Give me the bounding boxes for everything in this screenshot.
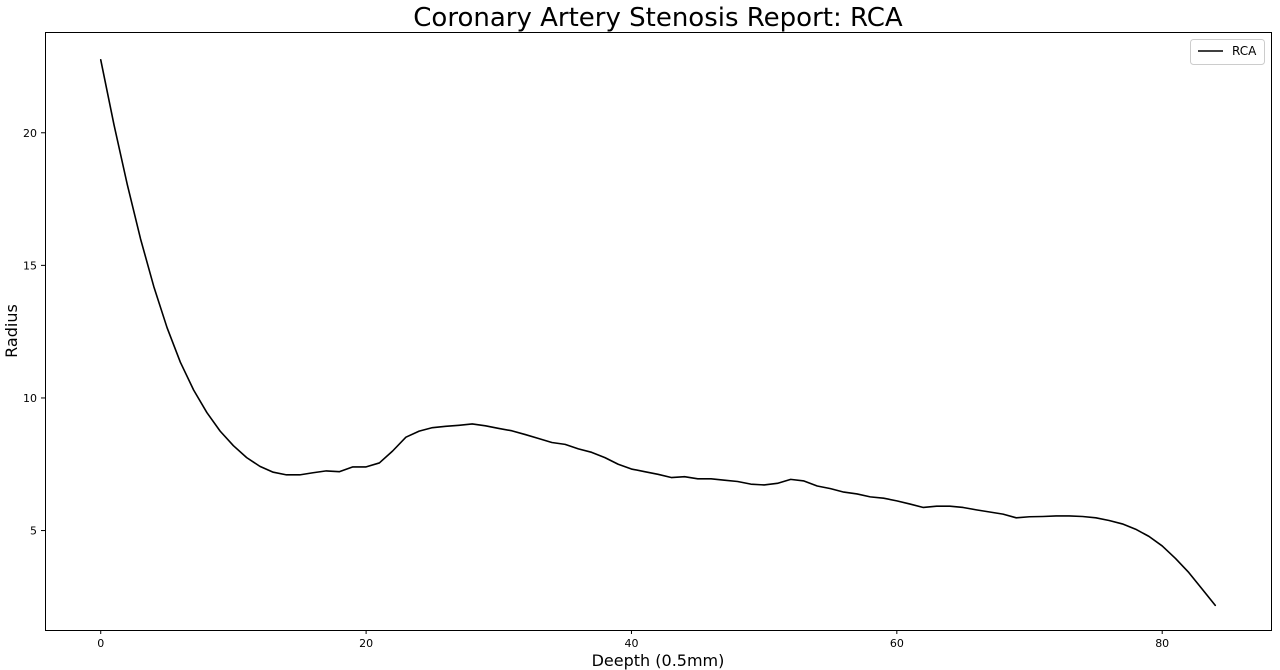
- x-tick-label: 80: [1155, 637, 1169, 650]
- x-tick-label: 40: [624, 637, 638, 650]
- y-tick-label: 15: [23, 259, 37, 272]
- x-axis-label: Deepth (0.5mm): [592, 651, 725, 670]
- x-tick-label: 0: [97, 637, 104, 650]
- y-axis-ticks: 5 10 15 20: [23, 127, 45, 538]
- legend-box: [1190, 39, 1265, 65]
- y-tick-label: 5: [30, 525, 37, 538]
- x-tick-label: 20: [359, 637, 373, 650]
- series-line-rca: [99, 59, 1217, 607]
- y-axis-label: Radius: [2, 304, 21, 358]
- y-tick-label: 10: [23, 392, 37, 405]
- y-tick-label: 20: [23, 127, 37, 140]
- legend-label-rca: RCA: [1232, 44, 1257, 58]
- legend: RCA: [1190, 39, 1265, 65]
- plot-frame: [45, 32, 1272, 631]
- x-tick-label: 60: [890, 637, 904, 650]
- series-layer: [99, 59, 1217, 607]
- x-axis-ticks: 0 20 40 60 80: [97, 630, 1169, 650]
- chart-title: Coronary Artery Stenosis Report: RCA: [413, 3, 903, 33]
